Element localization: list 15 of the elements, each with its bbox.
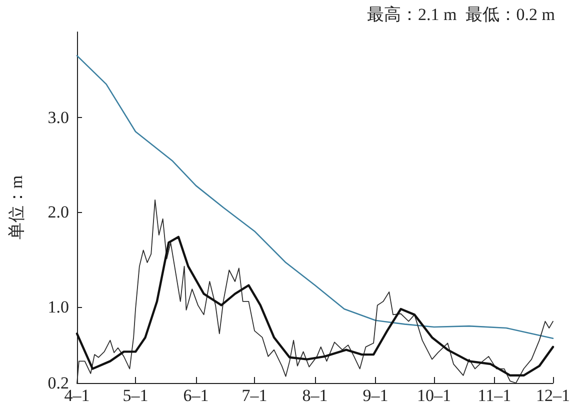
x-tick-label: 12–1 bbox=[536, 386, 570, 405]
x-tick-label: 8–1 bbox=[302, 386, 328, 405]
x-tick-label: 5–1 bbox=[122, 386, 148, 405]
x-tick-label: 10–1 bbox=[417, 386, 451, 405]
y-tick-label: 2.0 bbox=[48, 202, 69, 222]
y-tick-label: 3.0 bbox=[48, 108, 69, 127]
x-tick-label: 9–1 bbox=[362, 386, 388, 405]
line-series bbox=[76, 55, 554, 340]
y-tick-label: 1.0 bbox=[48, 298, 69, 317]
x-tick-label: 6–1 bbox=[183, 386, 209, 405]
text: 最高：2.1 m 最低：0.2 m bbox=[367, 5, 556, 24]
x-tick-label: 7–1 bbox=[242, 386, 268, 405]
x-tick-label: 11–1 bbox=[478, 386, 512, 405]
line-series bbox=[76, 236, 554, 377]
y-axis-title: 单位：m bbox=[7, 175, 26, 240]
